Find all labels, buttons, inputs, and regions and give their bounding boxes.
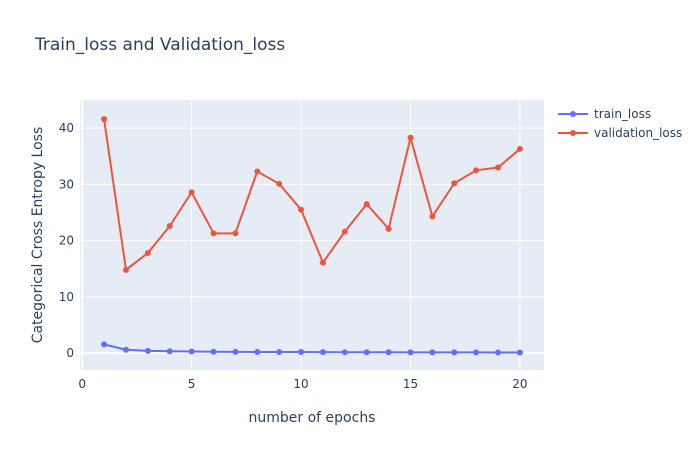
train_loss-point xyxy=(495,349,502,356)
train_loss-point xyxy=(385,349,392,356)
y-tick-label: 10 xyxy=(59,290,74,304)
validation_loss-point xyxy=(144,250,151,256)
validation_loss-point xyxy=(451,180,458,187)
y-axis-title: Categorical Cross Entropy Loss xyxy=(30,127,46,344)
validation_loss-point xyxy=(276,180,283,187)
legend-item-validation_loss[interactable]: validation_loss xyxy=(558,126,682,140)
validation_loss-point xyxy=(232,230,239,237)
legend[interactable]: train_loss validation_loss xyxy=(558,107,682,140)
train_loss-point xyxy=(407,349,414,356)
train_loss-point xyxy=(298,349,305,356)
validation_loss-line xyxy=(103,118,521,271)
validation_loss-point xyxy=(516,145,523,152)
validation_loss-point xyxy=(254,168,261,175)
train_loss-point xyxy=(516,349,523,356)
x-tick-label: 0 xyxy=(78,377,86,391)
validation_loss-point xyxy=(385,225,392,232)
train_loss-point xyxy=(363,349,370,356)
train_loss-point xyxy=(122,346,129,353)
validation_loss-point xyxy=(319,259,326,266)
validation_loss-point xyxy=(210,230,217,237)
train_loss-point xyxy=(144,347,151,354)
series-layer xyxy=(101,116,523,356)
series-train_loss xyxy=(101,341,523,356)
train_loss-point xyxy=(319,349,326,356)
x-tick-label: 5 xyxy=(188,377,196,391)
x-tick-label: 15 xyxy=(403,377,418,391)
validation_loss-point xyxy=(429,213,436,220)
train_loss-point xyxy=(166,348,173,355)
train_loss-point xyxy=(276,349,283,355)
validation_loss-point xyxy=(407,134,414,141)
series-validation_loss xyxy=(101,116,523,273)
x-tick-label: 20 xyxy=(512,377,527,391)
y-tick-label: 0 xyxy=(66,346,74,360)
train_loss-line xyxy=(103,343,520,354)
train_loss-point xyxy=(188,348,195,355)
legend-item-train_loss[interactable]: train_loss xyxy=(558,107,651,121)
y-tick-label: 30 xyxy=(59,177,74,191)
legend-label: train_loss xyxy=(594,107,651,121)
train_loss-point xyxy=(210,348,217,355)
legend-marker-swatch xyxy=(570,111,576,117)
validation_loss-point xyxy=(495,164,502,171)
validation_loss-point xyxy=(166,223,173,229)
train_loss-point xyxy=(341,349,348,356)
legend-marker-swatch xyxy=(570,130,576,136)
chart-title: Train_loss and Validation_loss xyxy=(34,35,285,55)
train_loss-point xyxy=(451,349,458,356)
validation_loss-point xyxy=(363,201,370,208)
validation_loss-point xyxy=(473,167,480,174)
validation_loss-point xyxy=(188,189,195,196)
y-tick-label: 20 xyxy=(59,234,74,248)
validation_loss-point xyxy=(298,206,305,213)
legend-label: validation_loss xyxy=(594,126,682,140)
validation_loss-point xyxy=(122,266,129,273)
train_loss-point xyxy=(232,348,239,355)
train_loss-point xyxy=(254,348,261,355)
x-axis-title: number of epochs xyxy=(249,410,376,426)
y-tick-label: 40 xyxy=(59,121,74,135)
x-tick-label: 10 xyxy=(293,377,308,391)
axis-ticks: 0 5 10 15 20 0 10 20 30 40 xyxy=(59,121,528,391)
train_loss-point xyxy=(473,349,480,356)
train_loss-point xyxy=(101,341,108,348)
validation_loss-point xyxy=(341,228,348,235)
validation_loss-point xyxy=(101,116,108,123)
train_loss-point xyxy=(429,349,436,356)
